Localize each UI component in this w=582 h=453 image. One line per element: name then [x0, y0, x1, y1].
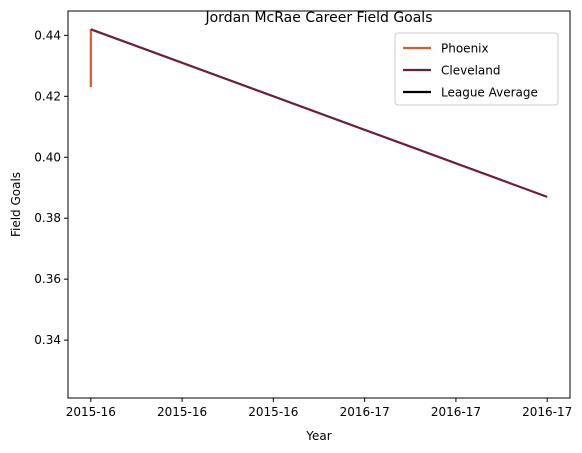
- y-tick-label: 0.36: [34, 272, 61, 286]
- x-tick-label: 2016-17: [431, 405, 481, 419]
- y-axis-label: Field Goals: [9, 172, 23, 237]
- y-tick-label: 0.38: [34, 211, 61, 225]
- legend-label: Phoenix: [441, 42, 489, 56]
- y-tick-label: 0.34: [34, 333, 61, 347]
- x-tick-label: 2015-16: [66, 405, 116, 419]
- x-axis-label: Year: [305, 429, 331, 443]
- y-tick-label: 0.44: [34, 28, 61, 42]
- y-tick-label: 0.42: [34, 89, 61, 103]
- chart-title: Jordan McRae Career Field Goals: [204, 10, 432, 26]
- legend: Phoenix Cleveland League Average: [394, 32, 559, 106]
- series-lines: [89, 28, 548, 198]
- legend-frame: [394, 32, 559, 106]
- legend-label: League Average: [441, 86, 538, 100]
- x-axis: 2015-16 2015-16 2015-16 2016-17 2016-17 2016-…: [66, 398, 572, 419]
- series-line-cleveland: [90, 28, 548, 198]
- x-tick-label: 2015-16: [157, 405, 207, 419]
- x-tick-label: 2016-17: [340, 405, 390, 419]
- x-tick-label: 2015-16: [248, 405, 298, 419]
- legend-label: Cleveland: [441, 64, 501, 78]
- y-axis: 0.34 0.36 0.38 0.40 0.42 0.44: [34, 28, 68, 347]
- x-tick-label: 2016-17: [522, 405, 572, 419]
- y-tick-label: 0.40: [34, 150, 61, 164]
- plot-frame: [67, 10, 571, 399]
